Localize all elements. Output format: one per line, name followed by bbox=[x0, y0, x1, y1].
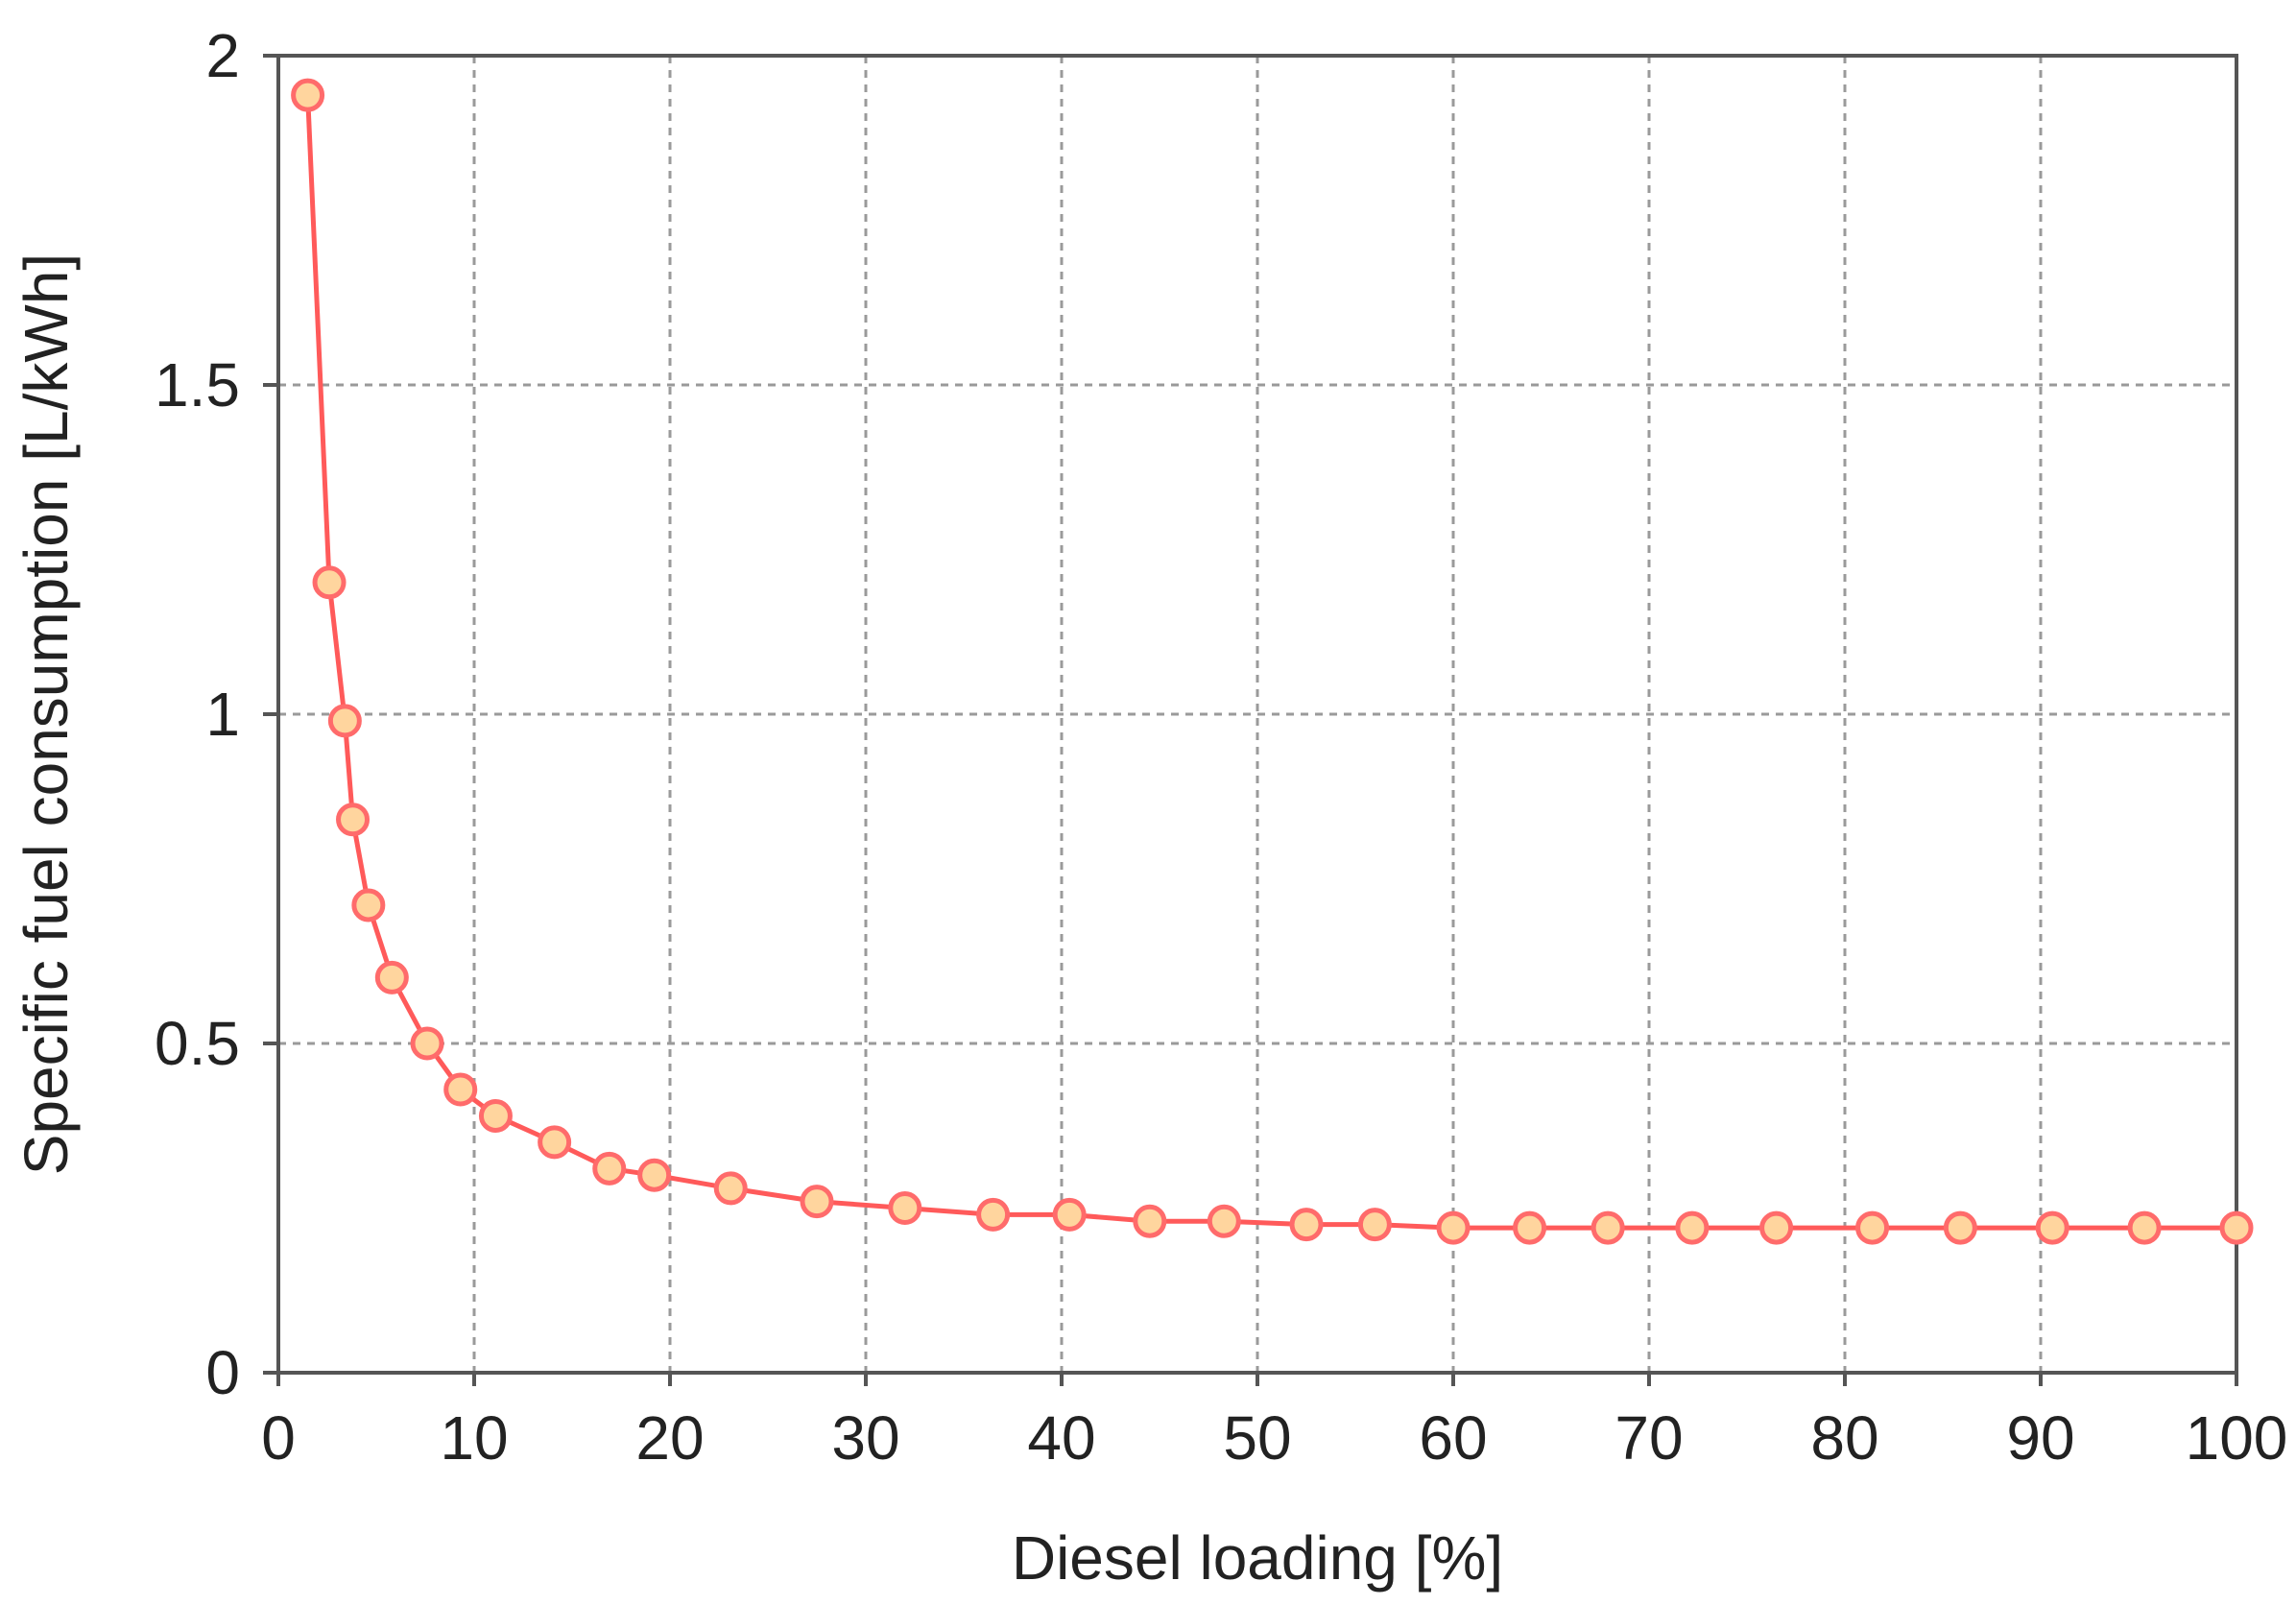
data-point bbox=[592, 1151, 627, 1186]
x-tick-label: 70 bbox=[1614, 1403, 1683, 1473]
y-tick-label: 1 bbox=[205, 680, 240, 749]
series-line bbox=[305, 95, 2236, 1231]
data-point bbox=[2219, 1210, 2254, 1245]
y-tick-label: 2 bbox=[205, 21, 240, 90]
y-axis-title: Specific fuel consumption [L/kWh] bbox=[12, 253, 81, 1175]
x-tick-label: 20 bbox=[635, 1403, 704, 1473]
data-point bbox=[1052, 1197, 1087, 1232]
data-point bbox=[1207, 1204, 1241, 1238]
data-point bbox=[478, 1098, 513, 1133]
data-point bbox=[1357, 1208, 1392, 1242]
x-tick-label: 40 bbox=[1027, 1403, 1095, 1473]
x-tick-label: 0 bbox=[261, 1403, 296, 1473]
data-point bbox=[410, 1026, 444, 1061]
series-layer bbox=[291, 78, 2254, 1245]
data-point bbox=[538, 1125, 572, 1160]
data-point bbox=[1759, 1210, 1794, 1245]
data-point bbox=[800, 1185, 834, 1219]
y-tick-label: 0 bbox=[205, 1338, 240, 1407]
data-point bbox=[888, 1191, 922, 1225]
x-tick-label: 50 bbox=[1223, 1403, 1291, 1473]
data-point bbox=[1675, 1210, 1710, 1245]
data-point bbox=[637, 1158, 672, 1192]
data-point bbox=[1590, 1210, 1625, 1245]
data-point bbox=[1513, 1210, 1547, 1245]
data-point bbox=[312, 565, 347, 600]
y-tick-label: 0.5 bbox=[155, 1009, 240, 1078]
data-point bbox=[1436, 1210, 1471, 1245]
x-tick-label: 100 bbox=[2186, 1403, 2288, 1473]
data-point bbox=[327, 704, 362, 738]
grid bbox=[278, 56, 2236, 1373]
data-point bbox=[713, 1171, 748, 1206]
x-tick-label: 10 bbox=[440, 1403, 508, 1473]
x-tick-label: 90 bbox=[2006, 1403, 2074, 1473]
data-point bbox=[336, 802, 371, 837]
data-point bbox=[443, 1072, 478, 1107]
data-point bbox=[1855, 1210, 1890, 1245]
y-tick-label: 1.5 bbox=[155, 350, 240, 419]
axis-ticks: 0 10 20 30 40 50 60 70 80 90 100 0 0.5 1 1.5 2 bbox=[155, 21, 2287, 1473]
data-point bbox=[1133, 1204, 1167, 1238]
data-point bbox=[351, 888, 386, 922]
data-point bbox=[374, 960, 409, 994]
x-tick-label: 30 bbox=[831, 1403, 899, 1473]
data-point bbox=[976, 1197, 1011, 1232]
data-point bbox=[1943, 1210, 1977, 1245]
x-tick-label: 60 bbox=[1419, 1403, 1487, 1473]
data-point bbox=[2127, 1210, 2162, 1245]
data-point bbox=[2035, 1210, 2069, 1245]
data-point bbox=[291, 78, 325, 112]
x-tick-label: 80 bbox=[1810, 1403, 1878, 1473]
x-axis-title: Diesel loading [%] bbox=[1012, 1523, 1503, 1593]
data-point bbox=[1289, 1208, 1324, 1242]
